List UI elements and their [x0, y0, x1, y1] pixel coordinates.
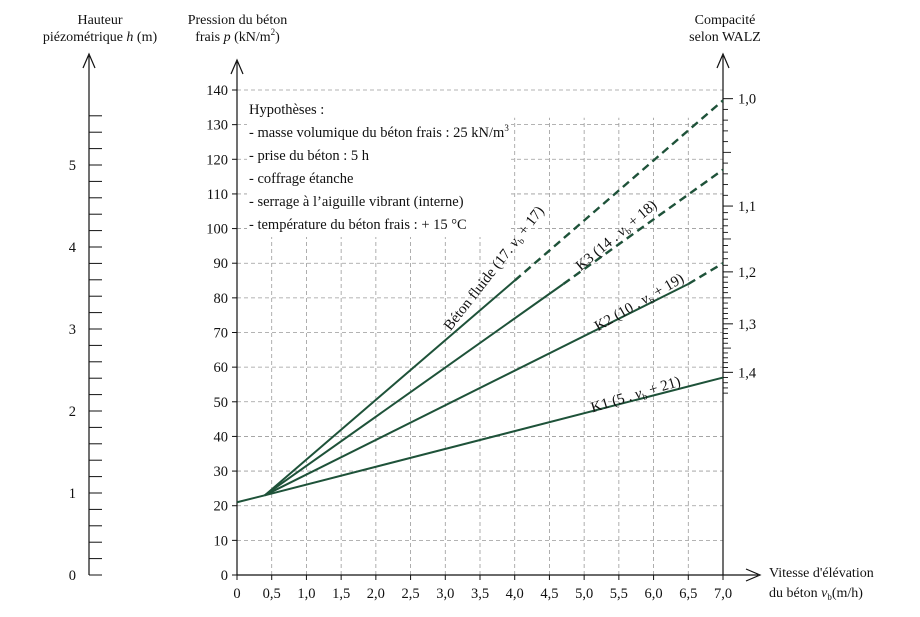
x-tick-label: 7,0: [714, 586, 732, 602]
x-tick-label: 4,5: [540, 586, 558, 602]
y-axis-title-line2: frais p (kN/m2): [195, 27, 280, 46]
hypothesis-vibration: - serrage à l’aiguille vibrant (interne): [249, 194, 464, 210]
right-axis-title-line1: Compacité: [694, 13, 756, 28]
x-axis-title-line1: Vitesse d'élévation: [769, 566, 874, 581]
x-tick-label: 1,0: [297, 586, 315, 602]
right-tick-label: 1,2: [738, 265, 756, 281]
left-tick-label: 4: [69, 240, 77, 256]
y-tick-label: 130: [206, 118, 228, 134]
axes: [82, 52, 762, 582]
x-tick-label: 0,5: [263, 586, 281, 602]
x-tick-label: 2,0: [367, 586, 385, 602]
right-axis-title: Compacité selon WALZ: [670, 12, 780, 46]
hypothesis-setting: - prise du béton : 5 h: [249, 148, 370, 164]
y-tick-label: 40: [214, 429, 229, 445]
y-tick-label: 70: [214, 326, 229, 342]
left-axis-title: Hauteur piézométrique h (m): [30, 12, 170, 46]
x-tick-label: 0: [233, 586, 240, 602]
right-tick-label: 1,3: [738, 317, 756, 333]
y-tick-label: 100: [206, 222, 228, 238]
y-axis-title-line1: Pression du béton: [187, 13, 288, 28]
y-tick-label: 90: [214, 256, 229, 272]
x-axis-title-line2: du béton vb(m/h): [769, 586, 863, 602]
hypothesis-density: - masse volumique du béton frais : 25 kN…: [249, 123, 509, 142]
y-tick-label: 0: [221, 568, 228, 584]
series-dashed-0: [513, 99, 724, 282]
x-tick-label: 5,0: [575, 586, 593, 602]
data-lines: [236, 99, 724, 504]
y-tick-label: 120: [206, 152, 228, 168]
left-tick-label: 5: [69, 158, 76, 174]
right-axis-title-line2: selon WALZ: [689, 30, 761, 45]
y-tick-label: 80: [214, 291, 229, 307]
series-line-2: [264, 283, 689, 497]
y-axis-title: Pression du béton frais p (kN/m2): [165, 12, 310, 46]
x-tick-label: 6,0: [645, 586, 663, 602]
series-line-3: [264, 376, 724, 497]
y-axis-arrow: [230, 58, 244, 75]
y-tick-label: 60: [214, 360, 229, 376]
left-axis-title-line1: Hauteur: [77, 13, 123, 28]
right-tick-label: 1,0: [738, 92, 756, 108]
x-tick-label: 3,0: [436, 586, 454, 602]
hypothesis-temperature: - température du béton frais : + 15 °C: [249, 217, 467, 233]
hypothesis-formwork: - coffrage étanche: [249, 171, 354, 187]
left-axis-arrow: [82, 52, 96, 69]
y-tick-label: 20: [214, 499, 229, 515]
hypotheses-box: Hypothèses : - masse volumique du béton …: [247, 99, 511, 237]
left-tick-label: 2: [69, 404, 76, 420]
x-tick-label: 3,5: [471, 586, 489, 602]
series-dashed-2: [687, 262, 724, 286]
left-axis-title-line2: piézométrique h (m): [42, 30, 158, 45]
y-tick-label: 110: [207, 187, 228, 203]
y-tick-label: 30: [214, 464, 229, 480]
hypotheses-title: Hypothèses :: [249, 102, 325, 118]
left-tick-label: 1: [69, 486, 76, 502]
x-tick-label: 4,0: [506, 586, 524, 602]
x-tick-label: 6,5: [679, 586, 697, 602]
right-axis-arrow: [716, 52, 730, 69]
left-tick-label: 0: [69, 568, 76, 584]
x-tick-label: 2,5: [402, 586, 420, 602]
left-tick-label: 3: [69, 322, 76, 338]
x-tick-label: 1,5: [332, 586, 350, 602]
x-tick-label: 5,5: [610, 586, 628, 602]
y-tick-label: 140: [206, 83, 228, 99]
right-tick-label: 1,1: [738, 199, 756, 215]
x-axis-arrow: [745, 568, 762, 582]
series-line-0: [264, 279, 516, 497]
series-dashed-1: [562, 168, 724, 285]
base-line: [236, 494, 266, 504]
right-tick-label: 1,4: [738, 365, 757, 381]
series-line-1: [264, 283, 564, 497]
y-tick-label: 10: [214, 533, 229, 549]
y-tick-label: 50: [214, 395, 229, 411]
x-axis-title: Vitesse d'élévation du béton vb(m/h): [769, 565, 874, 602]
